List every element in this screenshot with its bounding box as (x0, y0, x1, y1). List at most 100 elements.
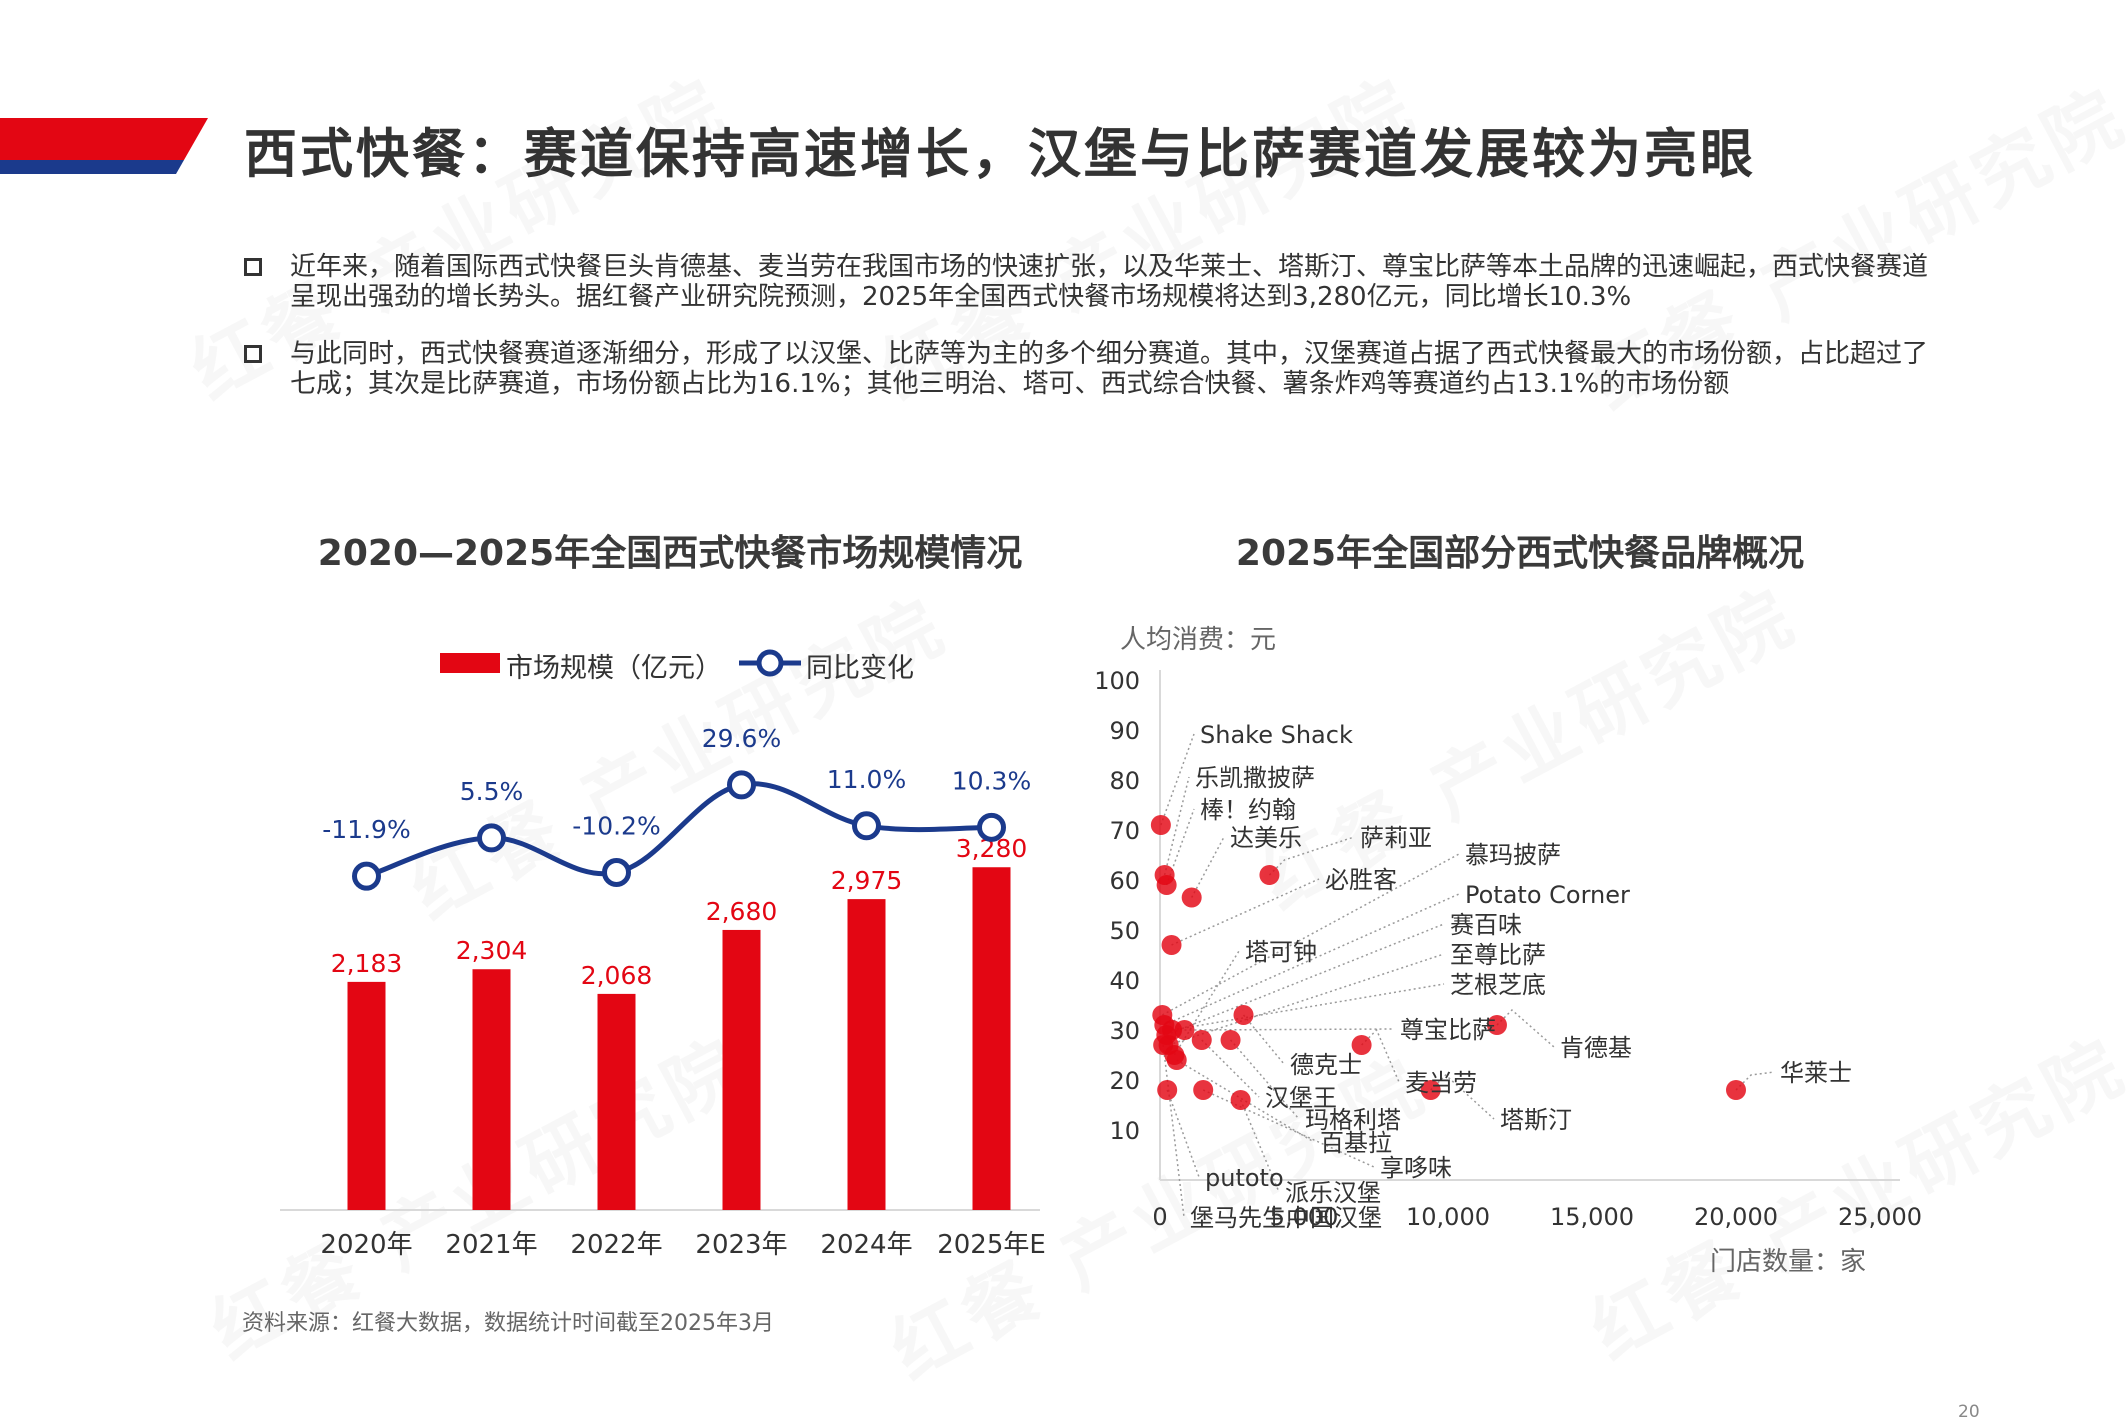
x-tick-label: 10,000 (1406, 1203, 1490, 1231)
bar-value-label: 2,680 (706, 897, 778, 926)
bar (472, 969, 511, 1210)
leader-line (1171, 878, 1320, 946)
leader-line (1176, 1059, 1315, 1143)
bar (972, 867, 1011, 1210)
y-tick-label: 90 (1109, 717, 1140, 745)
leader-line (1166, 1089, 1200, 1178)
scatter-point (1193, 1080, 1214, 1100)
scatter-point (1157, 1080, 1178, 1100)
leader-line (1242, 1014, 1285, 1065)
point-label: 必胜客 (1325, 866, 1397, 894)
y-tick-label: 70 (1109, 817, 1140, 845)
leader-line (1201, 1039, 1260, 1098)
point-label: 汉堡王 (1265, 1084, 1337, 1112)
bullet-icon (244, 258, 262, 276)
yoy-value-label: -11.9% (322, 815, 410, 844)
scatter-point (1230, 1090, 1251, 1110)
scatter-point (1161, 935, 1182, 955)
point-label: 棒！约翰 (1200, 796, 1296, 824)
scatter-point (1156, 875, 1177, 895)
y-tick-label: 50 (1109, 917, 1140, 945)
point-label: 芝根芝底 (1450, 971, 1546, 999)
x-tick-label: 0 (1152, 1203, 1167, 1231)
point-label: 塔斯汀 (1500, 1106, 1572, 1134)
bullet-text-2: 与此同时，西式快餐赛道逐渐细分，形成了以汉堡、比萨等为主的多个细分赛道。其中，汉… (290, 339, 1929, 399)
point-label: 塔可钟 (1245, 938, 1317, 966)
scatter-point (1150, 815, 1171, 835)
bar (347, 981, 386, 1210)
x-tick-label: 15,000 (1550, 1203, 1634, 1231)
scatter-point (1486, 1015, 1507, 1035)
scatter-point (1166, 1050, 1187, 1070)
scatter-point (1420, 1080, 1441, 1100)
legend-line-swatch (739, 649, 801, 677)
bar (722, 929, 761, 1210)
point-label: 堡马先生中国汉堡 (1190, 1204, 1382, 1232)
point-label: Potato Corner (1465, 881, 1630, 909)
point-label: 肯德基 (1560, 1034, 1632, 1062)
leader-line (1163, 776, 1190, 876)
y-tick-label: 80 (1109, 767, 1140, 795)
point-label: 慕玛披萨 (1465, 841, 1561, 869)
bullet-text-1: 近年来，随着国际西式快餐巨头肯德基、麦当劳在我国市场的快速扩张，以及华莱士、塔斯… (290, 252, 1929, 312)
leader-line (1239, 1099, 1280, 1193)
leader-line (1735, 1071, 1775, 1091)
x-tick-label: 2021年 (445, 1230, 537, 1260)
yoy-value-label: 10.3% (952, 766, 1031, 795)
yoy-value-label: 5.5% (460, 777, 524, 806)
bar-value-label: 2,304 (456, 936, 528, 965)
yoy-point (977, 812, 1006, 842)
y-tick-label: 100 (1094, 667, 1140, 695)
leader-line (1361, 1028, 1400, 1083)
point-label: Shake Shack (1200, 721, 1353, 749)
legend-line-label: 同比变化 (806, 653, 914, 684)
scatter-point (1233, 1005, 1254, 1025)
yoy-point (352, 861, 381, 891)
leader-line (1171, 983, 1445, 1031)
yoy-value-label: 29.6% (702, 724, 781, 753)
bullet-icon (244, 345, 262, 363)
leader-line (1191, 836, 1225, 898)
leader-line (1165, 808, 1195, 886)
scatter-point (1191, 1030, 1212, 1050)
leader-line (1168, 953, 1445, 1046)
yoy-value-label: -10.2% (572, 811, 660, 840)
point-label: 麦当劳 (1405, 1069, 1477, 1097)
x-tick-label: 5,000 (1270, 1203, 1339, 1231)
point-label: 百基拉 (1320, 1129, 1392, 1157)
page-number: 20 (1958, 1402, 1980, 1422)
point-label: putoto (1205, 1164, 1284, 1192)
point-label: 至尊比萨 (1450, 941, 1546, 969)
bar (847, 899, 886, 1210)
leader-line (1161, 853, 1460, 1016)
bar-value-label: 2,183 (331, 949, 403, 978)
scatter-chart-title: 2025年全国部分西式快餐品牌概况 (1235, 533, 1805, 574)
x-tick-label: 25,000 (1838, 1203, 1922, 1231)
bar-line-chart: 2,183 2020年 2,304 2021年 2,068 2022年 2,680 2023年… (280, 724, 1046, 1260)
leader-line (1160, 733, 1195, 826)
yoy-point (602, 857, 631, 887)
scatter-point (1351, 1035, 1372, 1055)
bar-chart-title: 2020—2025年全国西式快餐市场规模情况 (317, 533, 1023, 574)
x-tick-label: 2020年 (320, 1230, 412, 1260)
legend-bar-label: 市场规模（亿元） (506, 653, 722, 684)
point-label: 乐凯撒披萨 (1195, 764, 1315, 792)
x-axis-label: 门店数量：家 (1710, 1247, 1866, 1277)
x-tick-label: 2022年 (570, 1230, 662, 1260)
point-label: 赛百味 (1450, 911, 1522, 939)
point-label: 德克士 (1290, 1051, 1362, 1079)
leader-line (1184, 1028, 1395, 1031)
yoy-point (477, 823, 506, 853)
legend-bar-swatch (440, 653, 500, 673)
yoy-point (852, 811, 881, 841)
header-banner (0, 118, 208, 174)
point-label: 华莱士 (1780, 1059, 1852, 1087)
bar-value-label: 2,975 (831, 866, 903, 895)
point-label: 享哆味 (1380, 1154, 1452, 1182)
scatter-point (1220, 1030, 1241, 1050)
bar-value-label: 2,068 (581, 961, 653, 990)
y-tick-label: 30 (1109, 1017, 1140, 1045)
y-tick-label: 10 (1109, 1117, 1140, 1145)
leader-line (1268, 836, 1355, 876)
y-tick-label: 20 (1109, 1067, 1140, 1095)
